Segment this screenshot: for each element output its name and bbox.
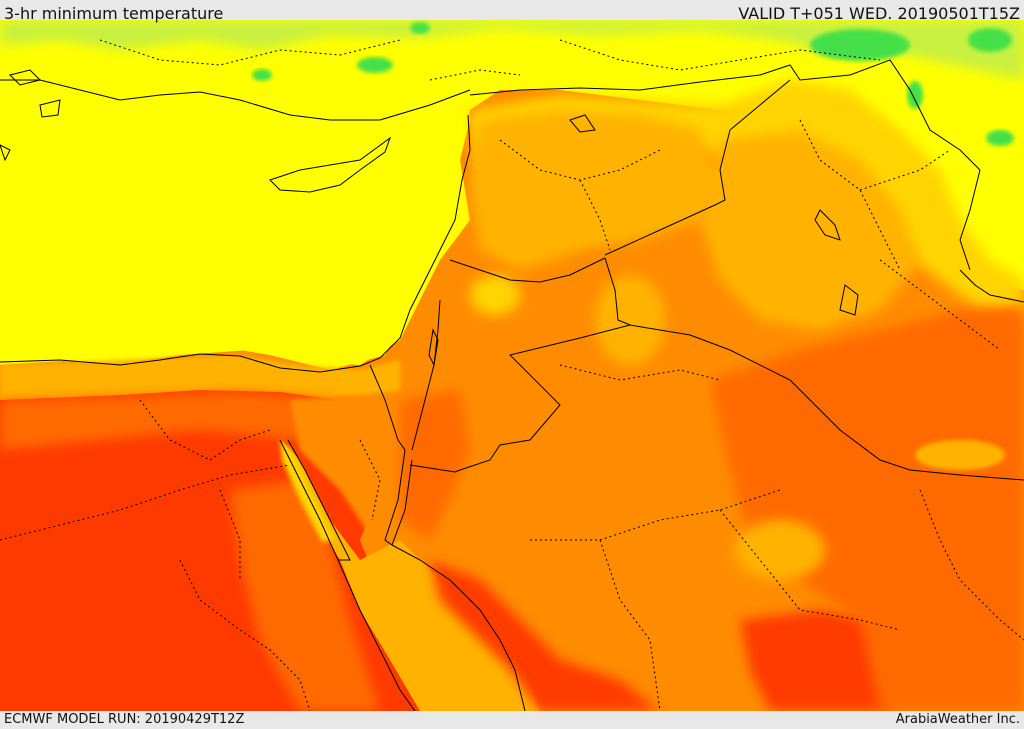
israel-jordan-border [411, 299, 441, 451]
north-green-blotches [0, 20, 1024, 80]
lake-habbaniyah [839, 284, 859, 316]
green-spot-n2 [252, 69, 272, 81]
jordan-saudi-border [409, 324, 631, 473]
syria-iraq-border [604, 79, 791, 256]
green-spot-ne [810, 29, 910, 61]
green-spot-east [986, 130, 1014, 146]
saudi-internal-4 [919, 489, 1024, 641]
egypt-dark-orange-patch [230, 480, 380, 711]
gulf-amber-patch [915, 440, 1005, 470]
header-bar [0, 0, 1024, 20]
egypt-israel-border [369, 364, 406, 451]
iraq-internal-3 [879, 259, 1001, 351]
persian-gulf-coast [959, 269, 1024, 303]
map-title: 3-hr minimum temperature [4, 4, 224, 23]
jordan-iraq-border [604, 257, 631, 326]
saudi-internal-5 [559, 364, 721, 381]
saudi-internal-1 [530, 489, 781, 541]
saudi-red-west [430, 560, 660, 711]
turkey-internal-3 [429, 69, 521, 81]
syria-internal-2 [579, 179, 611, 251]
temperature-map [0, 20, 1024, 711]
turkey-south-coast [0, 79, 471, 121]
amber-patch-jordan [470, 275, 520, 315]
valid-time: VALID T+051 WED. 20190501T15Z [738, 4, 1020, 23]
credit: ArabiaWeather Inc. [895, 712, 1020, 727]
mediterranean-sea [0, 75, 470, 370]
red-sea [280, 440, 540, 711]
red-sea-west-coast [337, 559, 416, 711]
turkey-syria-border [469, 59, 981, 271]
iraq-saudi-border [629, 324, 1024, 481]
egypt-internal-3 [139, 399, 271, 461]
green-spot-n3 [410, 22, 430, 34]
footer-bar [0, 711, 1024, 729]
internal-borders [0, 39, 1024, 711]
saudi-internal-2 [599, 539, 661, 711]
central-amber-patch [735, 520, 825, 580]
red-sea-east-coast [391, 544, 526, 711]
country-borders [369, 59, 1024, 481]
egypt-med-coast [0, 114, 471, 373]
gulf-of-aqaba-coast [384, 449, 413, 546]
gulf-of-suez [280, 440, 335, 542]
egypt-internal-1 [0, 464, 291, 541]
saudi-dark-orange-east [710, 305, 1024, 711]
lake-tharthar [814, 209, 841, 241]
green-spot-n4 [907, 81, 923, 109]
egypt-coast-amber [0, 355, 400, 400]
syria-jordan-border [449, 257, 606, 283]
greek-islands [0, 69, 61, 162]
coastlines [0, 69, 1024, 711]
egypt-internal-4 [219, 489, 241, 580]
green-spot-far-ne [968, 28, 1012, 52]
sinai-internal [359, 439, 381, 521]
amber-patch-iraq [700, 130, 920, 330]
model-run: ECMWF MODEL RUN: 20190429T12Z [4, 712, 245, 727]
green-spot-n1 [357, 57, 393, 73]
turkey-internal-1 [99, 39, 401, 66]
lake-assad [569, 114, 596, 133]
iraq-internal-2 [859, 149, 951, 191]
sinai-orange [290, 395, 410, 550]
amber-patch-syria [470, 110, 720, 270]
amber-patch-west-iraq [595, 275, 665, 365]
gulf-of-suez-coast [279, 439, 351, 561]
cyprus-coast [269, 136, 392, 193]
yellow-orange-band-north [470, 80, 1024, 320]
